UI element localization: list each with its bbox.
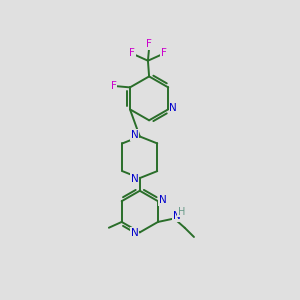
Text: N: N: [131, 174, 139, 184]
Text: N: N: [131, 228, 139, 238]
Text: F: F: [110, 81, 116, 91]
Text: N: N: [159, 195, 167, 205]
Text: F: F: [146, 39, 152, 49]
Text: N: N: [131, 130, 139, 140]
Text: F: F: [129, 48, 135, 58]
Text: N: N: [173, 211, 181, 221]
Text: N: N: [169, 103, 177, 113]
Text: H: H: [178, 207, 185, 217]
Text: F: F: [161, 48, 167, 58]
